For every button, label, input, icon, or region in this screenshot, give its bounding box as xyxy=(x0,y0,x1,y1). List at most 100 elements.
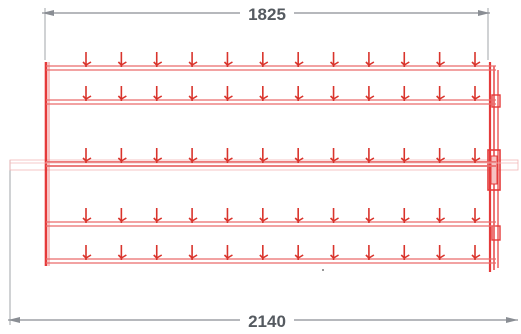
hook xyxy=(436,86,446,101)
hook xyxy=(223,208,233,223)
bottom-dimension-arrow-right xyxy=(506,317,518,323)
hook xyxy=(117,148,127,163)
hook xyxy=(436,208,446,223)
hook-tip xyxy=(259,254,269,260)
hook-tip xyxy=(471,254,481,260)
hook xyxy=(82,148,92,163)
hook-tip xyxy=(294,157,304,163)
hook-tip xyxy=(223,61,233,67)
hook-tip xyxy=(471,217,481,223)
hook xyxy=(436,52,446,67)
hook-tip xyxy=(436,95,446,101)
hook-tip xyxy=(400,217,410,223)
hook xyxy=(436,245,446,260)
hook xyxy=(82,208,92,223)
hook xyxy=(82,245,92,260)
hook-tip xyxy=(365,95,375,101)
hook xyxy=(259,245,269,260)
hook-tip xyxy=(365,61,375,67)
hook xyxy=(294,245,304,260)
hook xyxy=(223,86,233,101)
hook-tip xyxy=(400,157,410,163)
hook xyxy=(436,148,446,163)
hook-tip xyxy=(188,217,198,223)
hook-tip xyxy=(223,217,233,223)
hook-tip xyxy=(436,217,446,223)
top-dimension: 1825 xyxy=(42,3,490,60)
hook-tip xyxy=(188,254,198,260)
hook-tip xyxy=(400,61,410,67)
hook-tip xyxy=(294,61,304,67)
bottom-dimension-text-bg xyxy=(240,310,294,330)
hook xyxy=(188,148,198,163)
hook-tip xyxy=(82,61,92,67)
hook xyxy=(329,148,339,163)
hook-tip xyxy=(153,95,163,101)
mount-bracket-bottom xyxy=(491,225,501,241)
hook-tip xyxy=(436,254,446,260)
hook xyxy=(153,148,163,163)
hook-tip xyxy=(436,157,446,163)
hook-tip xyxy=(471,61,481,67)
hook-tip xyxy=(82,254,92,260)
hook-tip xyxy=(223,95,233,101)
hook-tip xyxy=(329,61,339,67)
top-dimension-text-bg xyxy=(240,3,294,23)
hook-tip xyxy=(188,95,198,101)
hook xyxy=(471,208,481,223)
hook xyxy=(82,52,92,67)
hook xyxy=(223,148,233,163)
hook-tip xyxy=(365,157,375,163)
hook-tip xyxy=(188,157,198,163)
hook xyxy=(329,86,339,101)
hook xyxy=(365,245,375,260)
hook-tip xyxy=(117,157,127,163)
top-dimension-arrow-right xyxy=(478,10,490,16)
hook-tip xyxy=(153,217,163,223)
hook xyxy=(188,208,198,223)
hook xyxy=(117,52,127,67)
hook xyxy=(259,52,269,67)
hook xyxy=(294,52,304,67)
hook-tip xyxy=(365,217,375,223)
hook-tip xyxy=(117,217,127,223)
mount-bracket-top xyxy=(491,94,501,108)
hook xyxy=(365,208,375,223)
hook-tip xyxy=(400,254,410,260)
hook xyxy=(471,148,481,163)
hook xyxy=(259,208,269,223)
hook xyxy=(223,245,233,260)
top-dimension-arrow-left xyxy=(42,10,54,16)
hook-tip xyxy=(82,95,92,101)
hook xyxy=(400,52,410,67)
hook-tip xyxy=(153,254,163,260)
rack-hooks xyxy=(82,52,481,260)
hook xyxy=(153,86,163,101)
hook xyxy=(365,148,375,163)
hook-tip xyxy=(117,254,127,260)
hook xyxy=(188,52,198,67)
hook xyxy=(153,208,163,223)
hook xyxy=(329,52,339,67)
hook xyxy=(365,86,375,101)
hook xyxy=(117,86,127,101)
hook-tip xyxy=(82,217,92,223)
hook xyxy=(223,52,233,67)
hook-tip xyxy=(329,217,339,223)
hook xyxy=(471,245,481,260)
hook xyxy=(400,245,410,260)
hook xyxy=(400,208,410,223)
hook xyxy=(471,52,481,67)
hook-tip xyxy=(471,157,481,163)
rack-frame xyxy=(44,62,499,272)
top-dimension-label: 1825 xyxy=(248,5,286,24)
bottom-dimension-arrow-left xyxy=(8,317,20,323)
hook xyxy=(117,208,127,223)
hook xyxy=(188,86,198,101)
bottom-dimension-label: 2140 xyxy=(248,312,286,331)
hook-tip xyxy=(329,157,339,163)
hook xyxy=(329,208,339,223)
hook xyxy=(82,86,92,101)
hook xyxy=(117,245,127,260)
hook-tip xyxy=(329,95,339,101)
